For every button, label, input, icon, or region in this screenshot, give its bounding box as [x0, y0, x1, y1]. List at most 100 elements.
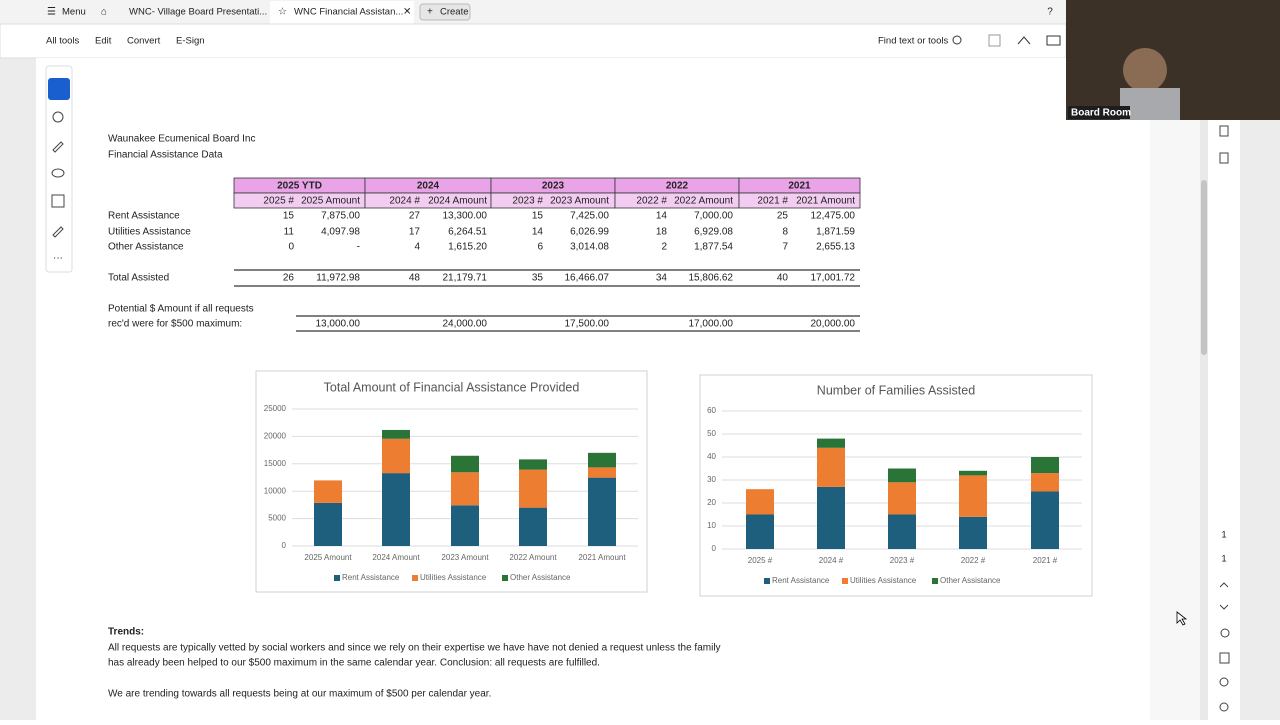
bar-segment — [888, 514, 916, 549]
total-cell: 40 — [777, 273, 789, 284]
bar-segment — [959, 475, 987, 517]
table-cell: 2 — [661, 242, 667, 253]
y-tick-label: 0 — [712, 544, 717, 553]
table-cell: 4 — [414, 242, 420, 253]
column-header: 2025 # — [263, 196, 294, 207]
create[interactable]: Create — [440, 7, 469, 18]
table-cell: 8 — [782, 227, 788, 238]
select-tool[interactable] — [48, 78, 70, 100]
legend-swatch — [764, 578, 770, 584]
toolbar-item[interactable]: E-Sign — [176, 36, 205, 47]
print-icon[interactable] — [1046, 35, 1061, 46]
column-header: 2024 Amount — [428, 196, 487, 207]
toolbar-item[interactable]: All tools — [46, 36, 80, 47]
bar-segment — [1031, 457, 1059, 474]
total-cell: 21,179.71 — [443, 273, 488, 284]
legend-swatch — [842, 578, 848, 584]
x-tick-label: 2021 Amount — [578, 553, 626, 562]
column-header: 2021 Amount — [796, 196, 855, 207]
y-tick-label: 25000 — [264, 404, 287, 413]
x-tick-label: 2022 # — [961, 556, 986, 565]
scrollbar[interactable] — [1200, 120, 1208, 720]
table-cell: 7,875.00 — [321, 211, 360, 222]
y-tick-label: 60 — [707, 406, 716, 415]
x-tick-label: 2023 # — [890, 556, 915, 565]
tab[interactable]: WNC Financial Assistan... — [294, 7, 403, 18]
x-tick-label: 2024 # — [819, 556, 844, 565]
video-label: Board Room — [1071, 108, 1131, 119]
toolbar-item[interactable]: Edit — [95, 36, 112, 47]
legend-label: Utilities Assistance — [850, 576, 917, 585]
save-icon[interactable] — [988, 34, 1001, 47]
column-header: 2022 Amount — [674, 196, 733, 207]
legend-swatch — [412, 575, 418, 581]
bar-segment — [588, 477, 616, 546]
star-icon[interactable]: ☆ — [278, 7, 287, 18]
table-cell: 18 — [656, 227, 668, 238]
total-cell: 34 — [656, 273, 668, 284]
legend-label: Utilities Assistance — [420, 573, 487, 582]
column-header: 2021 # — [757, 196, 788, 207]
rail-icons[interactable] — [1219, 125, 1230, 712]
table-cell: 6 — [537, 242, 543, 253]
table-cell: 6,264.51 — [448, 227, 487, 238]
group-header: 2024 — [417, 181, 440, 192]
tab[interactable]: WNC- Village Board Presentati... — [129, 7, 267, 18]
page-number[interactable]: 1 — [1221, 530, 1226, 541]
menu-icon[interactable]: ☰ — [47, 7, 56, 18]
table-cell: 27 — [409, 211, 421, 222]
bar-segment — [588, 467, 616, 478]
table-cell: 7 — [782, 242, 788, 253]
help-icon[interactable]: ? — [1047, 7, 1053, 18]
column-header-cell — [738, 192, 861, 209]
column-header: 2022 # — [636, 196, 667, 207]
table-cell: 4,097.98 — [321, 227, 360, 238]
total-cell: 15,806.62 — [689, 273, 734, 284]
y-tick-label: 20000 — [264, 432, 287, 441]
bar-segment — [451, 505, 479, 546]
table-cell: 1,877.54 — [694, 242, 733, 253]
legend-swatch — [502, 575, 508, 581]
column-header: 2025 Amount — [301, 196, 360, 207]
bar-segment — [817, 447, 845, 487]
upload-icon[interactable] — [1017, 36, 1031, 45]
row-label: Rent Assistance — [108, 211, 180, 222]
active-tab[interactable] — [270, 1, 414, 24]
menu[interactable]: Menu — [62, 7, 86, 18]
bar-segment — [314, 480, 342, 503]
table-cell: 12,475.00 — [811, 211, 856, 222]
bar-segment — [314, 502, 342, 546]
bar-segment — [817, 438, 845, 448]
create-button[interactable] — [419, 3, 471, 21]
bar-segment — [888, 468, 916, 483]
video-label-bg — [1068, 106, 1130, 119]
plus-icon: + — [427, 7, 433, 18]
more-tools[interactable]: ··· — [53, 253, 63, 264]
bar-segment — [888, 482, 916, 515]
potential-cell: 20,000.00 — [811, 319, 856, 330]
x-tick-label: 2021 # — [1033, 556, 1058, 565]
y-tick-label: 5000 — [268, 514, 286, 523]
table-cell: 17 — [409, 227, 421, 238]
close-tab[interactable]: ✕ — [403, 7, 411, 18]
legend-swatch — [932, 578, 938, 584]
table-cell: 3,014.08 — [570, 242, 609, 253]
bar-segment — [1031, 491, 1059, 549]
column-header: 2023 Amount — [550, 196, 609, 207]
scroll-thumb[interactable] — [1201, 180, 1207, 355]
bar-segment — [746, 489, 774, 515]
table-cell: 6,929.08 — [694, 227, 733, 238]
home-icon[interactable]: ⌂ — [101, 7, 107, 18]
bar-segment — [959, 516, 987, 549]
y-tick-label: 10 — [707, 521, 716, 530]
search[interactable]: Find text or tools — [878, 36, 948, 47]
tool-icons[interactable] — [51, 111, 65, 238]
table-cell: 1,871.59 — [816, 227, 855, 238]
total-cell: 11,972.98 — [316, 273, 360, 284]
table-cell: 14 — [532, 227, 544, 238]
toolbar-item[interactable]: Convert — [127, 36, 161, 47]
page-number: 1 — [1221, 554, 1226, 565]
bar-segment — [519, 469, 547, 508]
table-cell: 7,425.00 — [570, 211, 609, 222]
search-icon[interactable] — [952, 35, 962, 45]
